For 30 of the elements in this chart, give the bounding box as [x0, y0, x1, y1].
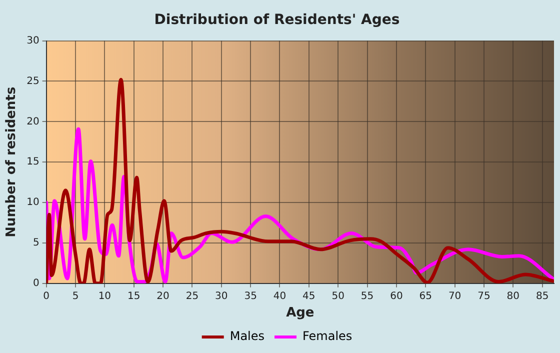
x-tick-label: 55 [360, 290, 374, 302]
y-tick-label: 10 [26, 197, 40, 208]
y-tick-label: 5 [32, 238, 40, 249]
x-tick-label: 20 [156, 290, 170, 302]
x-tick-label: 40 [273, 290, 286, 302]
y-tick-label: 20 [26, 116, 40, 128]
legend-label: Males [230, 329, 265, 344]
x-tick-label: 65 [419, 290, 432, 302]
x-tick-label: 45 [302, 290, 316, 302]
x-tick-label: 85 [536, 290, 549, 302]
x-tick-label: 15 [127, 290, 140, 302]
x-tick-label: 35 [244, 290, 257, 302]
x-axis-title: Age [286, 306, 314, 321]
x-tick-label: 5 [72, 290, 79, 302]
x-tick-label: 50 [332, 290, 344, 302]
x-tick-label: 60 [390, 290, 403, 302]
x-tick-label: 70 [448, 290, 462, 302]
legend-label: Females [302, 329, 352, 344]
x-tick-label: 0 [43, 290, 50, 302]
x-tick-label: 10 [98, 290, 112, 302]
y-tick-label: 0 [32, 278, 40, 289]
x-tick-label: 30 [215, 290, 228, 302]
x-tick-label: 75 [478, 290, 490, 302]
y-axis-title: Number of residents [4, 86, 20, 238]
y-tick-label: 30 [26, 35, 40, 46]
chart-title: Distribution of Residents' Ages [154, 12, 400, 28]
x-tick-label: 25 [186, 290, 199, 302]
x-tick-label: 80 [506, 290, 520, 302]
y-tick-label: 15 [26, 156, 40, 168]
y-tick-label: 25 [26, 76, 40, 87]
